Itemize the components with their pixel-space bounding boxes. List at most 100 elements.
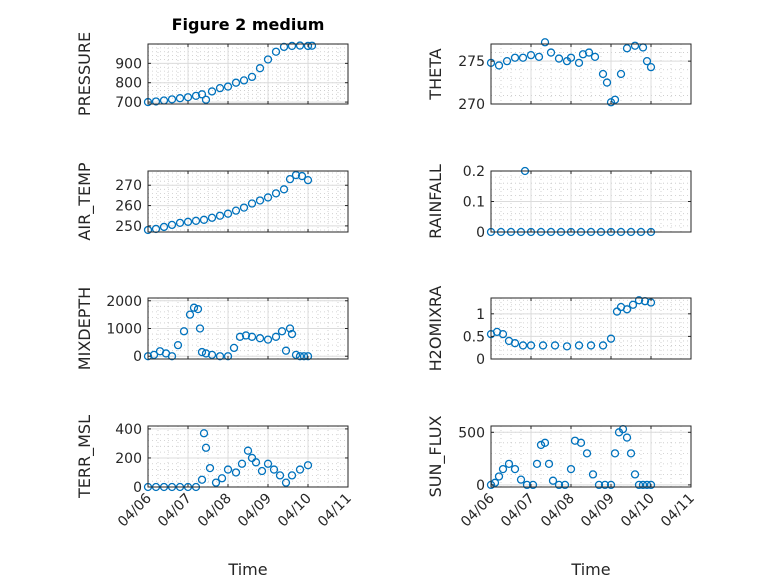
data-point [622,305,632,314]
data-point [532,459,542,469]
x-tick-label: 04/10 [275,491,315,531]
data-point [255,64,265,73]
y-tick-label: 275 [458,54,485,70]
axes-frame [490,425,692,488]
data-point [167,220,177,230]
data-point [173,340,183,350]
data-point [247,332,257,341]
data-point [295,352,305,361]
data-point [584,48,594,57]
data-point [277,327,287,336]
y-tick-label: 0 [133,480,142,496]
data-point [516,475,526,484]
data-point [622,44,632,53]
data-point [269,465,279,474]
y-tick-label: 800 [115,76,142,92]
data-point [600,480,610,490]
y-tick-label: 0 [476,352,485,368]
data-point [197,90,207,99]
data-point [297,171,307,181]
data-point [560,480,570,490]
data-point [540,38,550,47]
data-point [287,471,297,480]
data-point [151,97,161,106]
data-point [215,211,225,220]
x-tick-label: 04/06 [458,490,498,530]
data-point [586,341,596,350]
data-point [598,341,608,350]
axes-background [147,425,349,488]
data-point [576,438,586,447]
data-point [247,199,257,208]
axes-frame [147,425,349,488]
data-point [197,475,207,484]
y-axis-label: PRESSURE [75,32,94,116]
data-point [303,461,313,470]
data-point [243,446,253,455]
data-point [211,478,221,487]
data-point [207,213,217,222]
axes-frame [490,297,692,360]
x-axis-label: Time [570,560,610,579]
data-point [237,459,247,468]
data-point [201,443,211,452]
x-tick-label: 04/07 [155,491,195,531]
data-point [175,94,185,103]
data-point [279,42,289,52]
data-point [606,480,616,490]
x-tick-label: 04/09 [235,491,275,531]
y-tick-label: 1 [476,307,485,323]
x-axis-label: Time [227,560,267,579]
y-axis-label: MIXDEPTH [75,287,94,370]
x-tick-label: 04/11 [658,491,698,531]
y-tick-label: 270 [458,97,485,113]
data-point [566,464,576,474]
x-tick-label: 04/08 [195,491,235,531]
data-point [510,53,520,62]
data-point [616,69,626,79]
subplot-rainfall: 0 0.1 0.2 RAINFALL [426,164,692,241]
subplot-terr_msl: 0 200 400 TERR_MSL 04/06 04/07 04/08 04/09 04/10… [75,415,355,579]
data-point [548,476,558,485]
data-point [271,189,281,198]
data-point [281,346,291,355]
data-point [582,449,592,458]
subplot-pressure: 700 800 900 PRESSURE Figure 2 medium [75,15,349,116]
data-point [518,341,528,350]
data-point [646,480,656,490]
data-point [590,52,600,62]
data-point [231,206,241,215]
data-point [183,217,193,226]
data-point [544,459,554,469]
data-point [215,352,225,361]
data-point [574,341,584,350]
data-point [239,203,249,212]
y-axis-label: THETA [426,48,445,100]
axes-frame [147,43,349,105]
data-point [255,334,265,343]
data-point [287,329,297,339]
data-point [223,352,233,361]
data-point [231,78,241,87]
data-point [526,50,536,60]
data-point [498,329,508,339]
data-point [642,56,652,66]
data-point [285,324,295,333]
y-tick-label: 1000 [106,322,142,338]
data-point [510,464,520,474]
y-tick-label: 0 [476,225,485,241]
data-point [502,56,512,66]
data-point [241,331,251,340]
axes-frame [490,43,692,105]
data-point [263,459,273,468]
data-point [207,87,217,96]
y-axis-label: AIR_TEMP [75,162,95,240]
data-point [231,468,241,477]
data-point [630,41,640,50]
data-point [606,334,616,343]
subplot-air_temp: 250 260 270 AIR_TEMP [75,162,349,241]
data-point [175,218,185,228]
data-point [159,222,169,232]
data-point [295,41,305,50]
